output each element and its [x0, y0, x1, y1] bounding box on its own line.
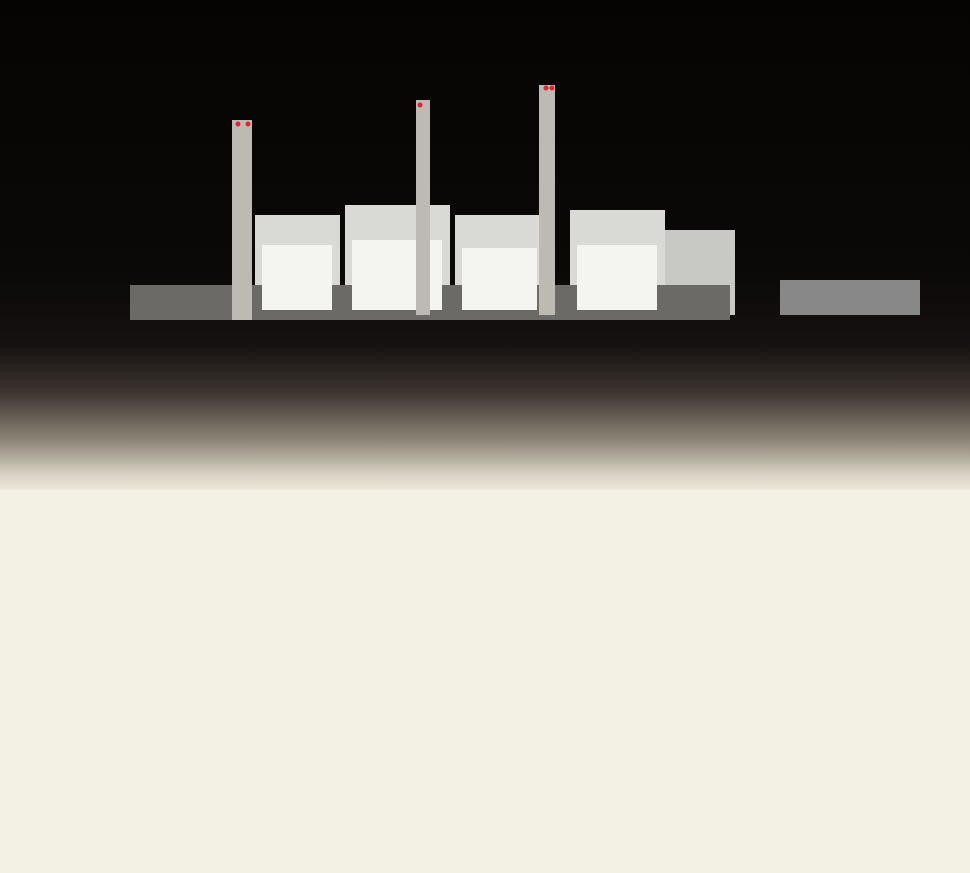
power-plant-photo	[0, 0, 970, 490]
power-plant-illustration	[130, 85, 920, 320]
